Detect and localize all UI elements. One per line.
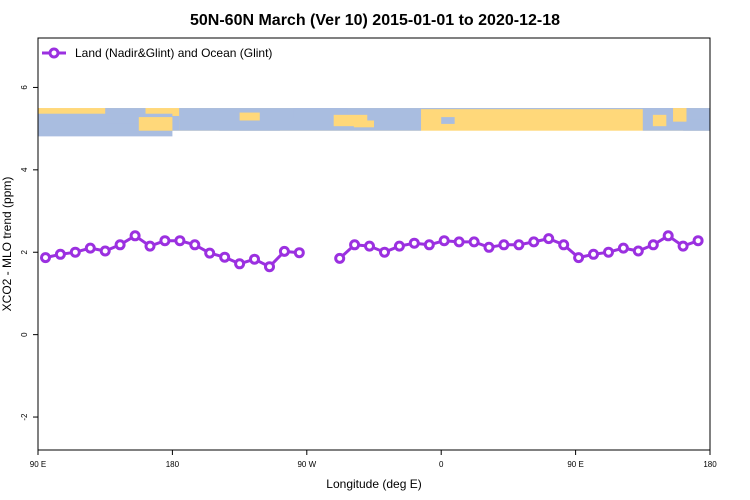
x-tick-label: 90 E	[30, 460, 46, 469]
x-axis: 90 E 180 90 W 0 90 E 180	[30, 450, 717, 469]
data-point	[483, 241, 495, 253]
data-point	[528, 236, 540, 248]
data-point	[69, 246, 81, 258]
data-point	[453, 236, 465, 248]
x-axis-label: Longitude (deg E)	[326, 477, 421, 491]
data-point	[204, 247, 216, 259]
chart-title: 50N-60N March (Ver 10) 2015-01-01 to 202…	[190, 12, 560, 29]
legend-marker-symbol	[48, 47, 60, 59]
y-axis: -2 0 2 4 6	[20, 85, 38, 421]
map-strip-land	[652, 114, 667, 127]
map-strip-land	[138, 117, 173, 131]
map-strip-land	[353, 120, 374, 128]
data-point	[632, 245, 644, 257]
legend: Land (Nadir&Glint) and Ocean (Glint)	[42, 46, 272, 60]
data-point	[349, 239, 361, 251]
data-point	[40, 252, 51, 264]
map-strip-ocean	[105, 108, 146, 124]
data-point	[692, 235, 704, 247]
data-point	[264, 261, 275, 273]
x-tick-label: 90 W	[297, 460, 316, 469]
data-point	[573, 252, 585, 264]
data-point	[219, 251, 231, 263]
data-point	[438, 235, 450, 247]
data-point	[558, 239, 570, 251]
data-point	[249, 253, 260, 265]
data-point	[617, 242, 629, 254]
data-point	[423, 239, 435, 251]
map-strip-land	[333, 114, 368, 127]
data-point	[99, 245, 111, 257]
y-tick-label: 4	[20, 167, 29, 172]
data-point	[293, 247, 305, 259]
y-tick-label: 0	[20, 332, 29, 337]
map-strip-ocean	[293, 108, 348, 119]
data-point	[114, 239, 126, 251]
data-point	[379, 246, 390, 258]
y-tick-label: 2	[20, 249, 29, 254]
map-strip-land	[673, 108, 687, 122]
data-point	[662, 230, 674, 242]
data-point	[543, 233, 555, 245]
y-axis-label: XCO2 - MLO trend (ppm)	[0, 177, 14, 312]
map-strip-ocean	[683, 119, 710, 131]
map-strip-ocean	[219, 120, 280, 131]
map-strip-ocean	[421, 108, 690, 110]
data-point	[129, 230, 141, 242]
x-tick-label: 180	[703, 460, 717, 469]
data-point	[677, 240, 689, 252]
data-point	[603, 246, 614, 258]
data-point	[189, 239, 201, 251]
data-point	[364, 240, 375, 252]
map-strip	[38, 108, 710, 137]
y-tick-label: -2	[20, 413, 29, 421]
data-point	[647, 239, 659, 251]
data-point	[54, 248, 66, 260]
series-line	[45, 234, 300, 269]
data-point	[159, 235, 171, 247]
map-strip-land	[239, 112, 260, 121]
data-point	[393, 240, 405, 252]
data-point	[588, 248, 599, 260]
plot-frame	[37, 37, 711, 451]
data-point	[174, 235, 186, 247]
x-tick-label: 0	[439, 460, 444, 469]
data-point	[234, 258, 246, 270]
data-point	[498, 239, 510, 251]
data-point	[513, 239, 525, 251]
data-point	[278, 245, 290, 257]
x-tick-label: 90 E	[567, 460, 583, 469]
data-point	[408, 237, 420, 249]
data-point	[334, 252, 346, 264]
y-tick-label: 6	[20, 85, 29, 90]
legend-entry-label: Land (Nadir&Glint) and Ocean (Glint)	[75, 46, 272, 60]
series-layer	[40, 230, 704, 273]
x-tick-label: 180	[166, 460, 180, 469]
map-strip-ocean	[441, 117, 455, 124]
data-point	[144, 240, 156, 252]
data-point	[468, 236, 480, 248]
data-point	[84, 242, 96, 254]
